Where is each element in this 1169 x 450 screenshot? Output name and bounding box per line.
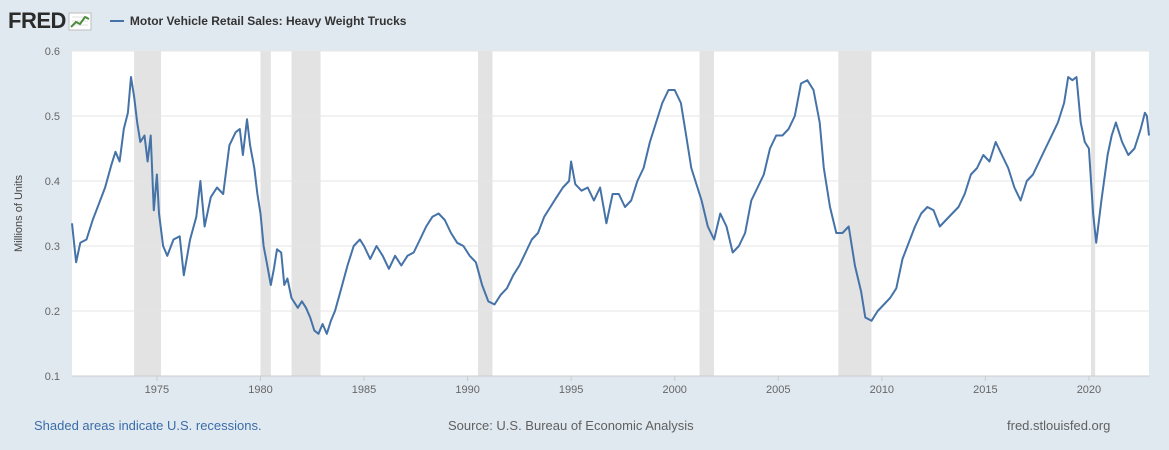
- recession-band: [699, 51, 715, 376]
- series-line: [71, 76, 1150, 335]
- recession-note-link[interactable]: Shaded areas indicate U.S. recessions.: [34, 418, 262, 433]
- chart-header: FRED Motor Vehicle Retail Sales: Heavy W…: [8, 6, 406, 36]
- trend-chart-icon: [68, 12, 92, 31]
- x-tick-label: 2010: [870, 384, 894, 396]
- source-text: Source: U.S. Bureau of Economic Analysis: [448, 418, 694, 433]
- recession-band: [838, 51, 872, 376]
- recession-band: [477, 51, 493, 376]
- chart-legend[interactable]: Motor Vehicle Retail Sales: Heavy Weight…: [109, 14, 407, 28]
- logo-text: FRED: [8, 8, 66, 33]
- y-tick-label: 0.6: [45, 46, 60, 58]
- site-url: fred.stlouisfed.org: [1007, 418, 1111, 433]
- x-tick-label: 1995: [559, 384, 583, 396]
- x-tick-label: 2005: [766, 384, 790, 396]
- x-tick-label: 2020: [1077, 384, 1101, 396]
- x-tick-label: 1980: [248, 384, 272, 396]
- y-tick-label: 0.2: [45, 306, 60, 318]
- recession-band: [260, 51, 271, 376]
- x-tick-label: 2000: [662, 384, 686, 396]
- legend-line-swatch: [109, 20, 124, 22]
- recession-band: [291, 51, 321, 376]
- recession-band: [134, 51, 162, 376]
- plot-background: [72, 51, 1149, 376]
- x-tick-label: 1985: [352, 384, 376, 396]
- line-chart[interactable]: 0.1 0.2 0.3 0.4 0.5 0.6 1975 1980 1985 1990 1995 20…: [0, 0, 1169, 410]
- legend-label: Motor Vehicle Retail Sales: Heavy Weight…: [129, 14, 407, 28]
- x-tick-label: 2015: [973, 384, 997, 396]
- y-tick-label: 0.4: [45, 176, 60, 188]
- y-tick-label: 0.1: [45, 371, 60, 383]
- y-tick-label: 0.5: [45, 111, 60, 123]
- fred-logo[interactable]: FRED: [8, 8, 92, 34]
- x-tick-label: 1975: [145, 384, 169, 396]
- y-axis-label: Millions of Units: [13, 174, 25, 252]
- y-tick-label: 0.3: [45, 241, 60, 253]
- x-tick-label: 1990: [455, 384, 479, 396]
